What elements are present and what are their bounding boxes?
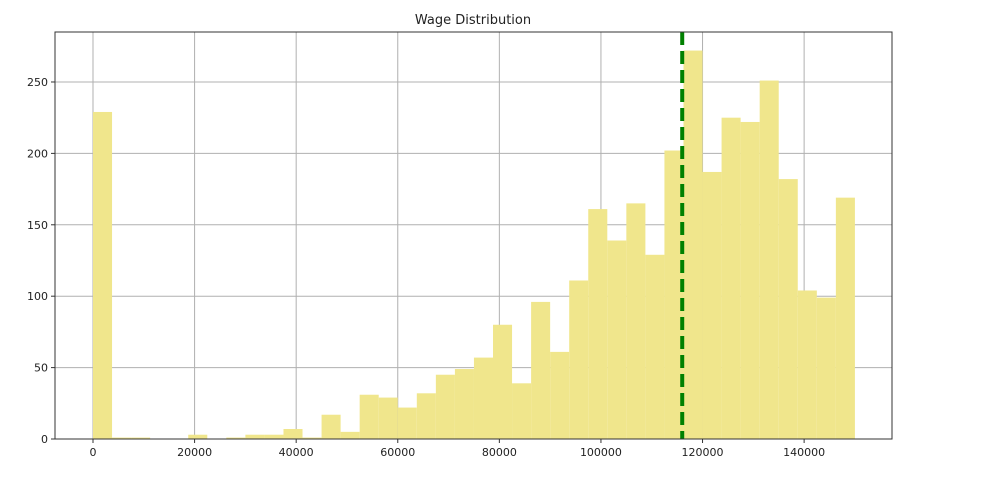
- histogram-bar: [473, 357, 494, 439]
- histogram-bar: [531, 301, 551, 439]
- histogram-bar: [759, 80, 779, 439]
- y-tick-label: 100: [27, 290, 48, 303]
- y-tick-label: 50: [34, 362, 48, 375]
- histogram-bar: [835, 197, 855, 439]
- histogram-bar: [92, 111, 113, 440]
- histogram-bar: [435, 374, 455, 439]
- histogram-bar: [683, 50, 703, 439]
- y-tick-label: 150: [27, 219, 48, 232]
- histogram-bar: [740, 121, 760, 440]
- histogram-bar: [283, 429, 303, 439]
- histogram-bar: [302, 437, 322, 439]
- histogram-bar: [550, 351, 570, 439]
- x-tick-label: 140000: [783, 446, 825, 459]
- histogram-bar: [816, 297, 836, 439]
- histogram-bar: [245, 434, 265, 439]
- histogram-bar: [664, 150, 684, 439]
- histogram-bar: [378, 397, 398, 439]
- histogram-bar: [112, 437, 132, 439]
- histogram-bar: [645, 254, 665, 439]
- histogram-bar: [569, 280, 589, 439]
- histogram-bar: [626, 203, 646, 439]
- x-tick-label: 80000: [482, 446, 517, 459]
- histogram-bar: [340, 431, 360, 439]
- x-tick-label: 120000: [682, 446, 724, 459]
- x-tick-label: 0: [89, 446, 96, 459]
- x-tick-label: 100000: [580, 446, 622, 459]
- histogram-bar: [359, 394, 379, 439]
- histogram-bar: [588, 209, 608, 439]
- y-tick-label: 200: [27, 147, 48, 160]
- x-tick-label: 60000: [380, 446, 415, 459]
- histogram-bar: [493, 324, 513, 439]
- histogram-bar: [454, 369, 474, 439]
- y-tick-label: 0: [41, 433, 48, 446]
- histogram-bar: [264, 434, 284, 439]
- histogram-bar: [188, 434, 208, 439]
- x-tick-label: 40000: [279, 446, 314, 459]
- histogram-bar: [321, 414, 341, 439]
- histogram-bar: [778, 179, 798, 439]
- chart-title: Wage Distribution: [415, 13, 531, 28]
- histogram-bar: [797, 290, 817, 439]
- plot-frame: [54, 31, 893, 440]
- histogram-bar: [512, 383, 532, 439]
- histogram-bar: [131, 437, 151, 439]
- y-tick-label: 250: [27, 76, 48, 89]
- histogram-bar: [416, 393, 436, 439]
- histogram-bar: [397, 407, 417, 439]
- histogram-bar: [721, 117, 741, 440]
- histogram-bar: [226, 437, 246, 439]
- histogram-bar: [607, 240, 627, 439]
- x-tick-label: 20000: [177, 446, 212, 459]
- histogram-bar: [702, 171, 722, 440]
